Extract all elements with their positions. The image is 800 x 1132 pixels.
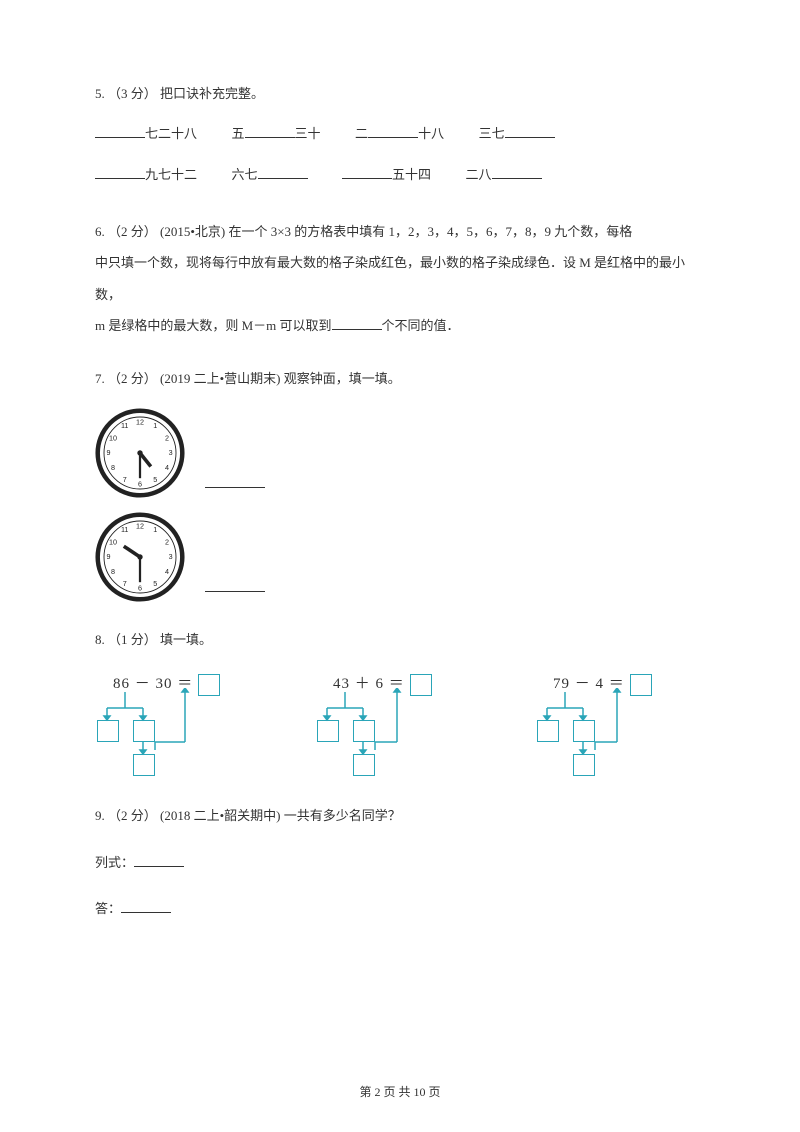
split-box [537,720,559,742]
clock-face-1: 1212 345 678 91011 [95,408,185,498]
question-7: 7. （2 分） (2019 二上•营山期末) 观察钟面，填一填。 1212 3… [95,365,705,602]
q9-formula: 列式： [95,849,705,878]
blank [134,853,184,867]
split-box [317,720,339,742]
svg-text:7: 7 [123,474,127,483]
svg-text:11: 11 [121,524,128,533]
split-box [573,754,595,776]
split-arrows [95,688,265,778]
question-9: 9. （2 分） (2018 二上•韶关期中) 一共有多少名同学？ 列式： 答： [95,802,705,924]
q8-p3: 79 － 4 ＝ [535,668,705,778]
question-6: 6. （2 分） (2015•北京) 在一个 3×3 的方格表中填有 1，2，3… [95,216,705,341]
question-8: 8. （1 分） 填一填。 86 － 30 ＝ [95,626,705,779]
svg-text:7: 7 [123,578,127,587]
svg-text:10: 10 [109,537,117,546]
question-5: 5. （3 分） 把口诀补充完整。 七二十八 五三十 二十八 三七 九七十二 六… [95,80,705,192]
split-box [97,720,119,742]
svg-text:4: 4 [165,463,169,472]
q9-prompt: 9. （2 分） (2018 二上•韶关期中) 一共有多少名同学？ [95,802,705,831]
split-box [133,720,155,742]
blank [95,124,145,138]
blank [368,124,418,138]
page-footer: 第 2 页 共 10 页 [0,1083,800,1100]
svg-text:3: 3 [169,551,173,560]
clock-2: 1212 345 678 91011 [95,512,705,602]
q7-prompt: 7. （2 分） (2019 二上•营山期末) 观察钟面，填一填。 [95,365,705,394]
blank [332,316,382,330]
blank [342,165,392,179]
split-box [353,754,375,776]
svg-text:8: 8 [111,567,115,576]
svg-text:10: 10 [109,433,117,442]
clock-2-answer [205,578,265,592]
q6-line1: 6. （2 分） (2015•北京) 在一个 3×3 的方格表中填有 1，2，3… [95,216,705,247]
svg-text:9: 9 [107,447,111,456]
split-box [133,754,155,776]
svg-text:1: 1 [153,420,157,429]
blank [121,899,171,913]
blank [245,124,295,138]
split-box [353,720,375,742]
svg-text:5: 5 [153,578,157,587]
blank [492,165,542,179]
svg-text:2: 2 [165,433,169,442]
q5-prompt: 5. （3 分） 把口诀补充完整。 [95,80,705,109]
svg-text:8: 8 [111,463,115,472]
svg-text:4: 4 [165,567,169,576]
q8-prompt: 8. （1 分） 填一填。 [95,626,705,655]
clock-face-2: 1212 345 678 91011 [95,512,185,602]
q8-problems: 86 － 30 ＝ [95,668,705,778]
svg-text:2: 2 [165,537,169,546]
q6-line2: 中只填一个数，现将每行中放有最大数的格子染成红色，最小数的格子染成绿色．设 M … [95,247,705,309]
svg-text:3: 3 [169,447,173,456]
q8-p1: 86 － 30 ＝ [95,668,265,778]
split-arrows [535,688,705,778]
q8-p2: 43 ＋ 6 ＝ [315,668,485,778]
clock-1: 1212 345 678 91011 [95,408,705,498]
split-box [573,720,595,742]
svg-text:12: 12 [136,417,144,426]
svg-text:12: 12 [136,521,144,530]
svg-text:6: 6 [138,583,142,592]
q6-line3: m 是绿格中的最大数，则 M－m 可以取到个不同的值． [95,310,705,341]
svg-text:9: 9 [107,551,111,560]
blank [258,165,308,179]
svg-text:11: 11 [121,420,128,429]
clock-1-answer [205,474,265,488]
blank [95,165,145,179]
q5-row1: 七二十八 五三十 二十八 三七 [95,117,705,151]
blank [505,124,555,138]
q5-row2: 九七十二 六七 五十四 二八 [95,158,705,192]
svg-text:5: 5 [153,474,157,483]
svg-text:6: 6 [138,479,142,488]
q9-answer: 答： [95,895,705,924]
svg-text:1: 1 [153,524,157,533]
split-arrows [315,688,485,778]
